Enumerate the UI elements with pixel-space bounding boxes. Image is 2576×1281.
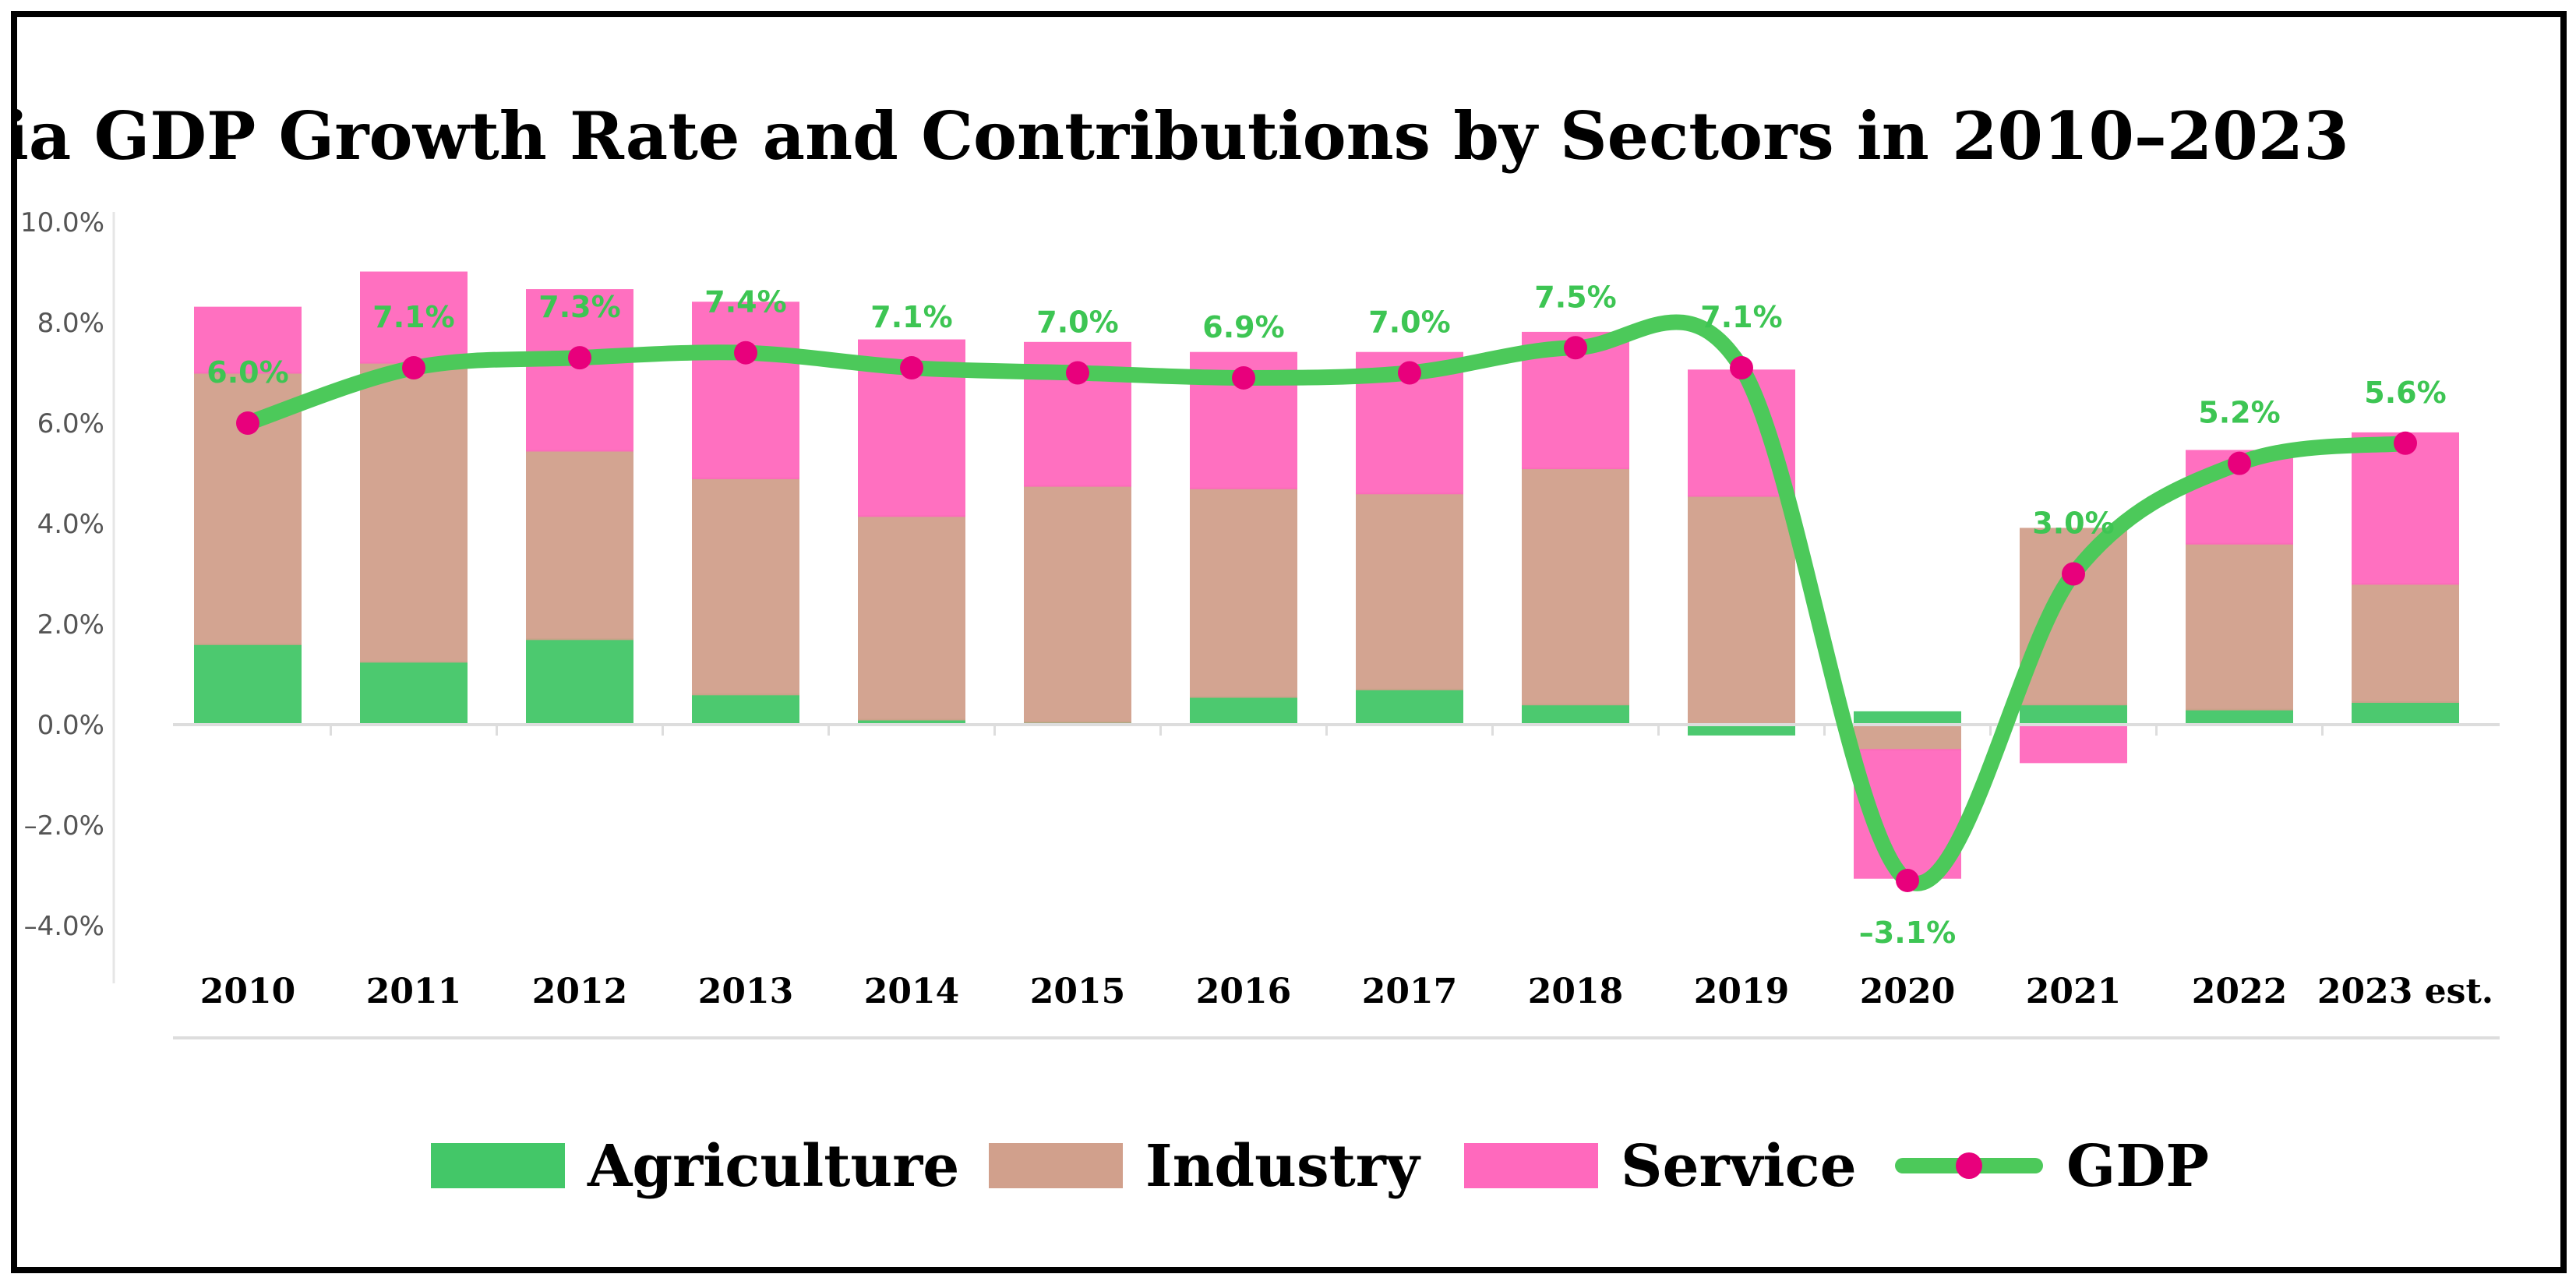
x-tick-label: 2020 [1860,972,1955,1011]
legend: Agriculture Industry Service GDP [431,1133,2209,1200]
plot-area: 10.0% 8.0% 6.0% 4.0% 2.0% 0.0% –2.0% –4.0% 2010 2… [20,207,2500,1039]
bar-agriculture-2022 [2186,708,2293,726]
y-tick-label: 0.0% [37,710,104,741]
gdp-data-label: 7.1% [870,300,952,334]
x-tick-label: 2017 [1362,972,1457,1011]
gdp-point-2017 [1398,361,1421,385]
bar-industry-2022 [2186,542,2293,711]
gdp-point-2016 [1232,365,1255,390]
gdp-data-label: 7.3% [538,290,620,324]
y-tick-label: 6.0% [37,408,104,439]
gdp-point-2018 [1564,336,1587,360]
gdp-point-2021 [2062,562,2085,586]
bar-agriculture-2013 [692,693,799,725]
bar-agriculture-2012 [526,638,633,725]
bar-industry-2019 [1688,495,1795,726]
gdp-data-label: –3.1% [1859,916,1956,950]
gdp-data-label: 6.0% [206,355,288,390]
legend-label-gdp: GDP [2066,1133,2209,1200]
gdp-data-label: 7.0% [1036,305,1118,340]
bar-service-2012 [526,289,633,452]
bar-industry-2014 [858,515,965,721]
chart-title: Cambodia GDP Growth Rate and Contributio… [17,97,2349,175]
gdp-point-2010 [236,411,259,435]
bar-industry-2021 [2020,528,2127,706]
chart: Cambodia GDP Growth Rate and Contributio… [17,97,2500,1200]
bar-industry-2012 [526,450,633,640]
gdp-data-label: 5.2% [2198,396,2280,430]
bar-industry-2023 [2352,583,2459,703]
y-tick-label: –4.0% [24,911,104,942]
gdp-data-label: 5.6% [2364,376,2446,410]
x-tick-label: 2012 [532,972,627,1011]
x-tick-label: 2021 [2026,972,2121,1011]
legend-label-service: Service [1621,1133,1857,1200]
legend-swatch-industry [989,1143,1123,1188]
bar-agriculture-2011 [360,661,468,725]
bar-industry-2015 [1024,485,1131,723]
x-tick-label: 2013 [698,972,793,1011]
x-tick-label: 2015 [1030,972,1125,1011]
gdp-data-label: 7.1% [1700,300,1782,334]
legend-swatch-agriculture [431,1143,565,1188]
bar-service-2013 [692,302,799,479]
gdp-data-label: 6.9% [1202,310,1284,344]
x-tick-label: 2018 [1528,972,1623,1011]
gdp-data-label: 7.0% [1368,305,1450,340]
bar-industry-2017 [1356,492,1463,690]
gdp-point-2020 [1896,868,1919,892]
gdp-data-label: 7.4% [704,285,786,319]
legend-label-agriculture: Agriculture [587,1133,959,1200]
y-tick-label: 10.0% [20,207,104,238]
gdp-point-2014 [900,356,923,380]
gdp-point-2019 [1730,356,1753,380]
gdp-point-2015 [1066,361,1089,385]
gdp-point-2011 [402,356,425,380]
legend-label-industry: Industry [1145,1133,1421,1200]
bar-service-2021 [2020,724,2127,764]
y-tick-label: 2.0% [37,609,104,640]
bar-agriculture-2023 [2352,700,2459,725]
bar-industry-2011 [360,362,468,663]
x-tick-label: 2014 [864,972,959,1011]
bar-industry-2020 [1854,724,1961,751]
bar-agriculture-2018 [1522,704,1629,726]
gdp-data-label: 7.5% [1534,280,1616,314]
y-tick-label: 4.0% [37,509,104,540]
y-tick-label: –2.0% [24,810,104,842]
bar-industry-2016 [1190,487,1297,698]
bar-agriculture-2021 [2020,704,2127,726]
bar-agriculture-2016 [1190,696,1297,726]
bar-industry-2018 [1522,468,1629,706]
x-tick-label: 2019 [1694,972,1789,1011]
x-tick-label: 2022 [2192,972,2287,1011]
legend-swatch-gdp-marker [1956,1152,1982,1179]
bar-agriculture-2010 [194,643,302,725]
bar-service-2023 [2352,432,2459,585]
y-tick-label: 8.0% [37,308,104,339]
gdp-point-2023 [2394,431,2417,455]
x-tick-label: 2016 [1196,972,1291,1011]
x-tick-label: 2023 est. [2317,972,2493,1011]
bar-service-2010 [194,306,302,374]
gdp-data-label: 7.1% [372,300,454,334]
bar-industry-2013 [692,477,799,696]
gdp-point-2013 [734,341,757,365]
gdp-point-2012 [568,346,591,370]
x-tick-label: 2011 [366,972,461,1011]
bar-agriculture-2020 [1854,711,1961,725]
bar-agriculture-2017 [1356,688,1463,725]
chart-frame: Cambodia GDP Growth Rate and Contributio… [11,11,2567,1273]
x-tick-label: 2010 [200,972,295,1011]
gdp-point-2022 [2228,451,2251,475]
gdp-data-label: 3.0% [2032,506,2114,541]
gdp-line [240,314,2413,891]
legend-swatch-service [1464,1143,1598,1188]
